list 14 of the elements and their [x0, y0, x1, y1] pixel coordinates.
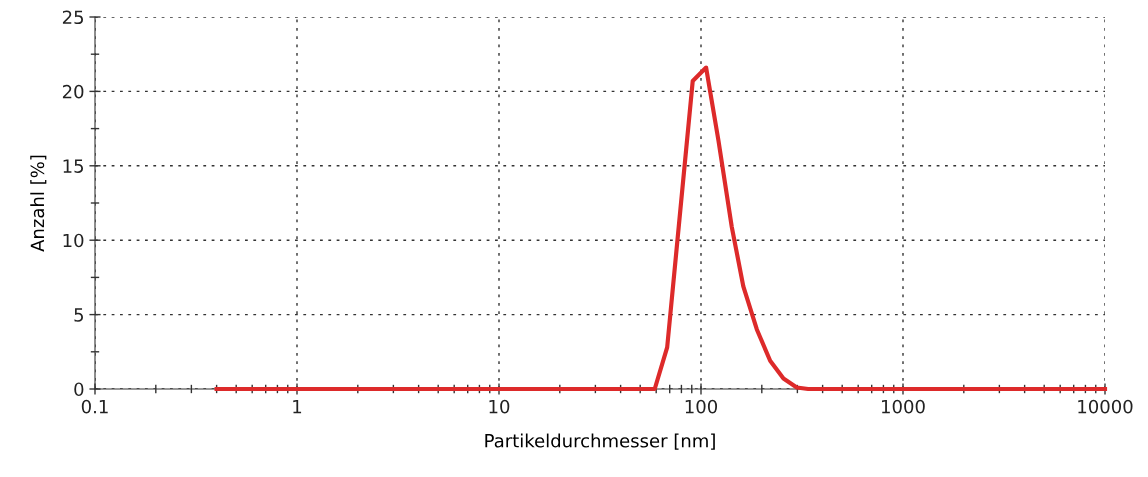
x-tick-label: 0.1 [81, 399, 108, 414]
x-tick-label: 10000 [1078, 399, 1133, 414]
y-axis-title: Anzahl [%] [30, 155, 47, 252]
x-tick-label: 100 [685, 399, 718, 414]
x-tick-label: 10 [489, 399, 510, 414]
x-axis-title: Partikeldurchmesser [nm] [485, 433, 715, 450]
y-tick-label: 25 [62, 10, 84, 25]
y-tick-label: 20 [62, 84, 84, 99]
y-tick-label: 10 [63, 233, 84, 248]
y-tick-label: 15 [63, 159, 84, 173]
x-tick-label: 1 [293, 399, 302, 414]
x-tick-label: 1000 [882, 399, 925, 414]
y-tick-label: 0 [74, 382, 84, 397]
y-tick-label: 5 [74, 308, 84, 322]
